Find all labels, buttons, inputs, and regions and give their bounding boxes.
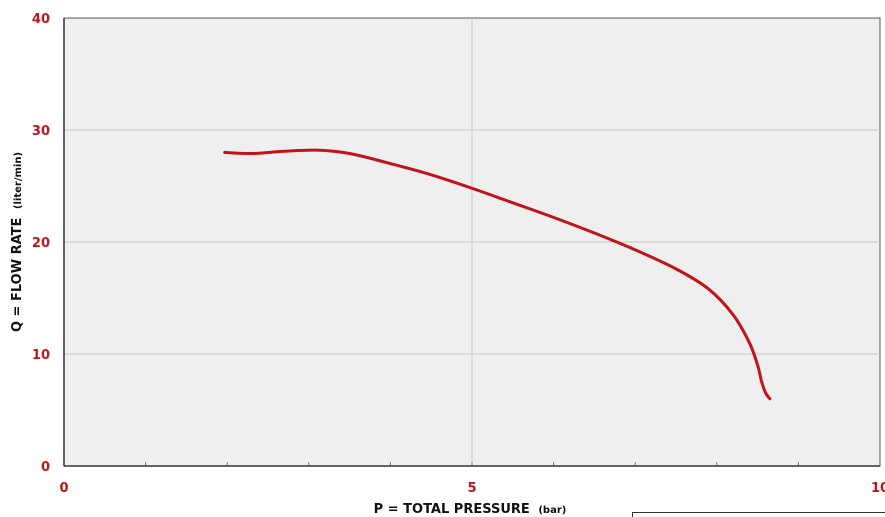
x-tick-10: 10 [871,481,885,496]
y-tick-0: 0 [41,460,50,475]
x-axis-label: P = TOTAL PRESSURE [374,502,530,517]
x-tick-0: 0 [59,481,68,496]
x-axis-unit: (bar) [538,505,566,516]
x-axis-title: P = TOTAL PRESSURE (bar) [374,502,567,517]
y-axis-unit: (liter/min) [13,152,24,209]
series-layer [223,148,772,401]
corner-frame [632,512,885,517]
y-axis-label: Q = FLOW RATE [10,218,25,332]
gridlines [63,18,880,467]
y-tick-10: 10 [32,348,50,363]
y-tick-30: 30 [32,124,50,139]
y-tick-20: 20 [32,236,50,251]
x-tick-5: 5 [467,481,476,496]
y-tick-40: 40 [32,12,50,27]
y-axis-title: Q = FLOW RATE (liter/min) [10,152,25,332]
series-line-0 [223,148,772,401]
tick-labels: 0 5 10 0 10 20 30 40 [32,12,885,496]
